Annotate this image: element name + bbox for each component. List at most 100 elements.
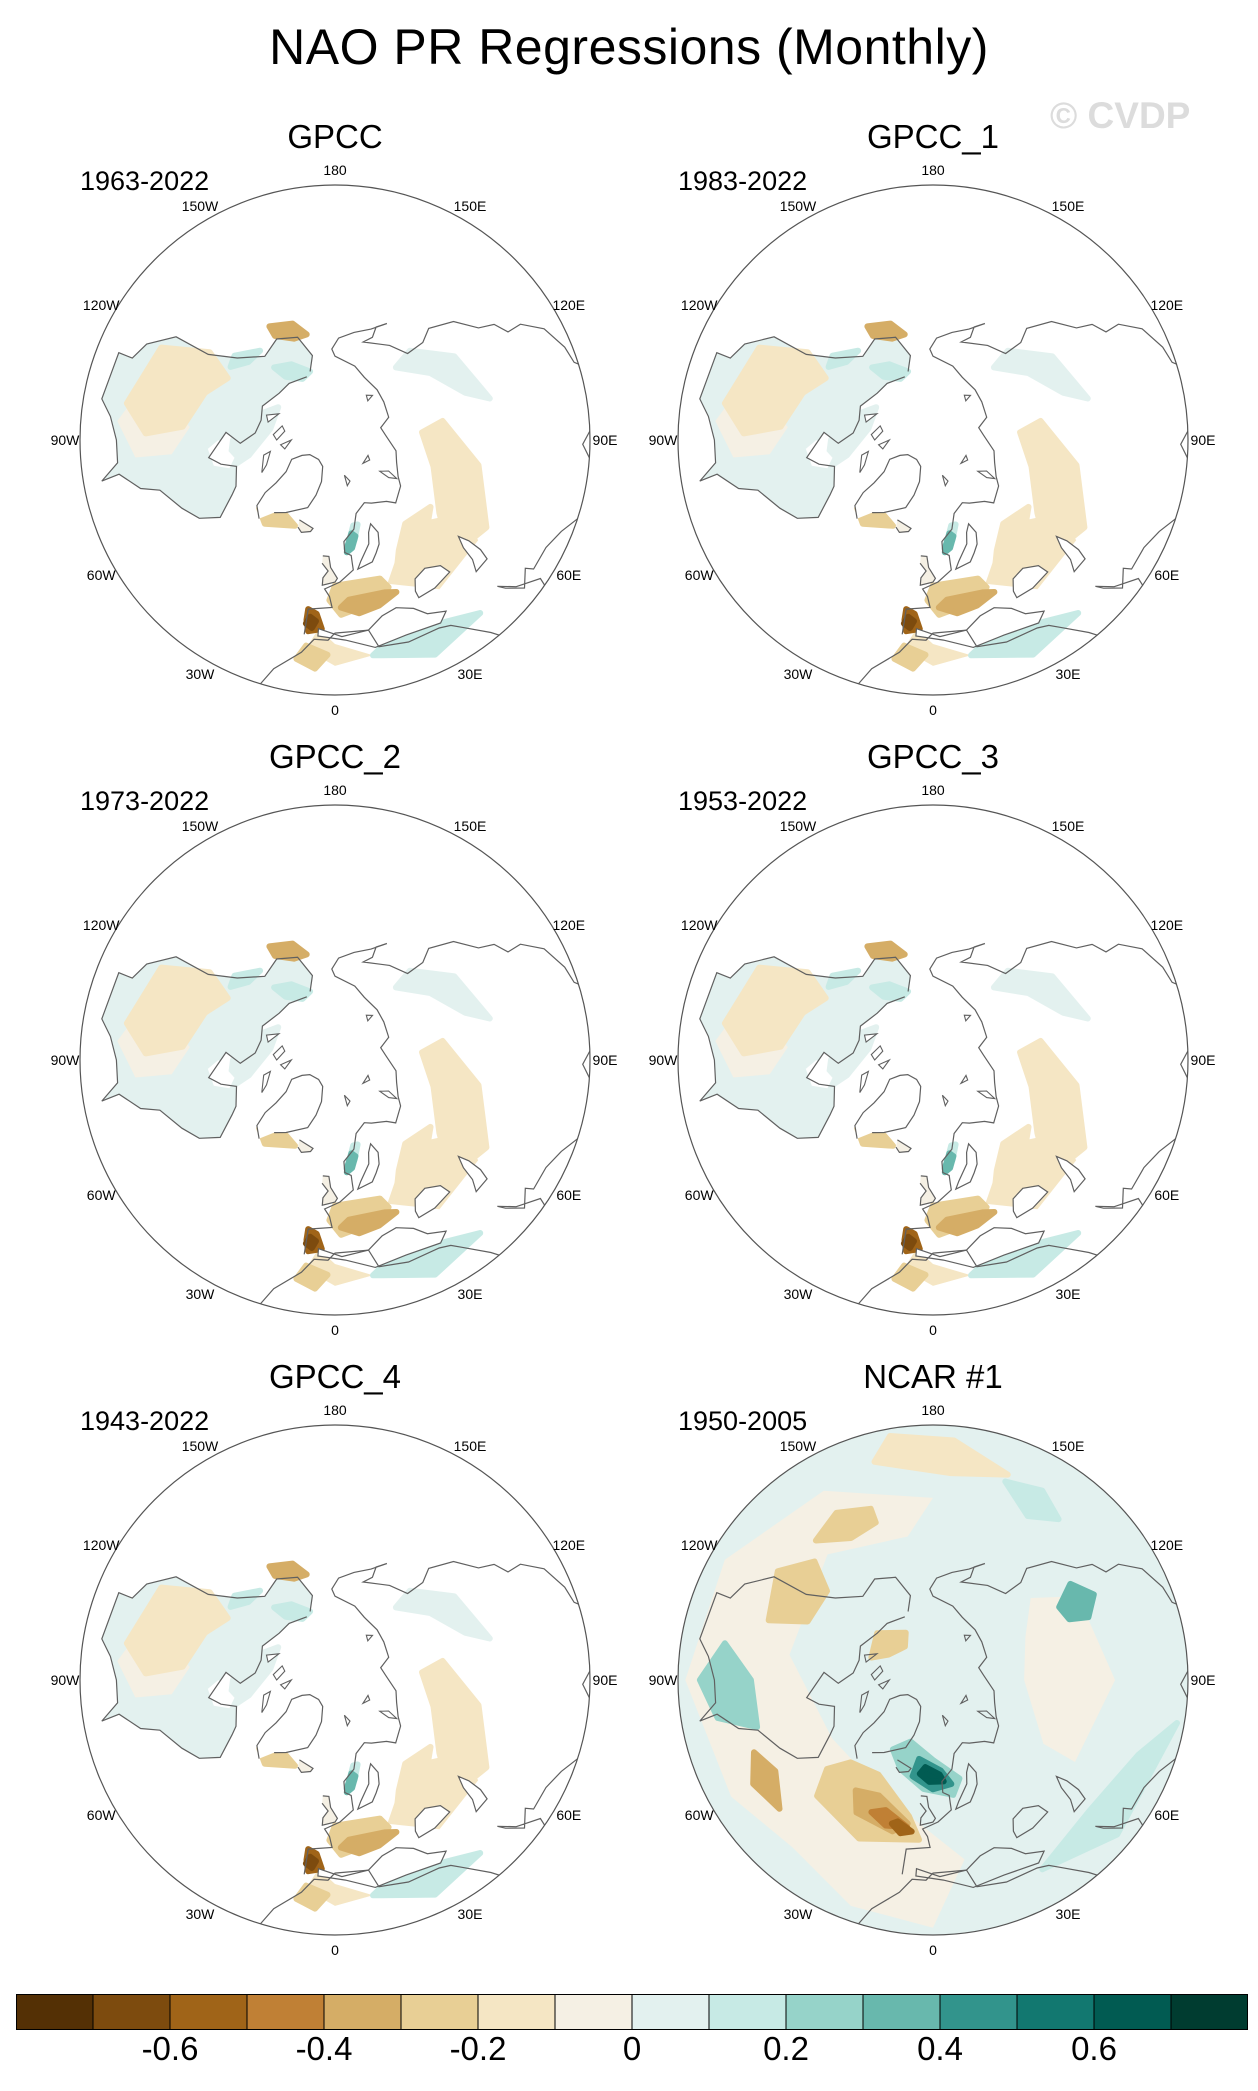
longitude-label: 30W (784, 1286, 814, 1302)
panel-years: 1950-2005 (678, 1406, 808, 1436)
longitude-label: 90E (593, 1052, 618, 1068)
longitude-label: 150W (182, 1438, 219, 1454)
colorbar-tick-label: 0 (622, 2030, 642, 2067)
colorbar-swatch (169, 1994, 248, 2030)
longitude-label: 120W (83, 297, 120, 313)
longitude-label: 90E (593, 1672, 618, 1688)
longitude-label: 90E (1191, 1672, 1216, 1688)
colorbar-tick-label: 0.4 (917, 2030, 963, 2067)
longitude-label: 90W (649, 432, 679, 448)
longitude-label: 120E (552, 917, 585, 933)
figure-title: NAO PR Regressions (Monthly) (269, 19, 989, 75)
colorbar-swatch (554, 1994, 633, 2030)
longitude-label: 90W (649, 1052, 679, 1068)
longitude-label: 180 (921, 782, 945, 798)
colorbar-swatch (92, 1994, 171, 2030)
longitude-label: 120W (681, 917, 718, 933)
map-panel-gpcc: 180 150E 120E 90E 60E 30E 0 30W 60W 90W 120W 150W G… (35, 118, 635, 748)
map-panel-gpcc-3: 180 150E 120E 90E 60E 30E 0 30W 60W 90W 120W 150W G… (633, 738, 1233, 1368)
longitude-label: 180 (323, 162, 347, 178)
panel-title: GPCC (287, 118, 383, 155)
colorbar-tick-label: 0.6 (1071, 2030, 1117, 2067)
panel-years: 1963-2022 (80, 166, 210, 196)
map-panel-gpcc-2: 180 150E 120E 90E 60E 30E 0 30W 60W 90W 120W 150W G… (35, 738, 635, 1368)
longitude-label: 150W (182, 198, 219, 214)
longitude-label: 180 (921, 1402, 945, 1418)
longitude-label: 30W (186, 1906, 216, 1922)
longitude-label: 30E (458, 666, 483, 682)
longitude-label: 150E (1052, 198, 1085, 214)
longitude-label: 120E (552, 1537, 585, 1553)
longitude-label: 90W (51, 432, 81, 448)
longitude-label: 90E (593, 432, 618, 448)
longitude-label: 60W (87, 1807, 117, 1823)
longitude-label: 0 (331, 702, 339, 718)
longitude-label: 150W (780, 1438, 817, 1454)
longitude-label: 90E (1191, 1052, 1216, 1068)
longitude-label: 30E (1056, 1906, 1081, 1922)
longitude-label: 30E (458, 1906, 483, 1922)
longitude-label: 180 (921, 162, 945, 178)
longitude-label: 90W (649, 1672, 679, 1688)
longitude-label: 0 (929, 702, 937, 718)
longitude-label: 30E (1056, 1286, 1081, 1302)
colorbar-swatch (1170, 1994, 1248, 2030)
longitude-label: 0 (331, 1942, 339, 1958)
panel-title: GPCC_2 (268, 738, 402, 775)
colorbar-swatch (400, 1994, 479, 2030)
longitude-label: 120W (83, 917, 120, 933)
longitude-label: 120E (1150, 1537, 1183, 1553)
map-panel-gpcc-4: 180 150E 120E 90E 60E 30E 0 30W 60W 90W 120W 150W G… (35, 1358, 635, 1988)
map-panel-ncar-1: 180 150E 120E 90E 60E 30E 0 30W 60W 90W 120W 150W N… (633, 1358, 1233, 1988)
longitude-label: 180 (323, 1402, 347, 1418)
longitude-label: 150W (780, 198, 817, 214)
panel-years: 1973-2022 (80, 786, 210, 816)
longitude-label: 150E (1052, 818, 1085, 834)
longitude-label: 150E (454, 818, 487, 834)
colorbar-swatch (1016, 1994, 1095, 2030)
panel-title: GPCC_4 (268, 1358, 402, 1395)
colorbar-tick-label: -0.2 (449, 2030, 507, 2067)
longitude-label: 60E (556, 567, 581, 583)
polar-map: 180 150E 120E 90E 60E 30E 0 30W 60W 90W 120W 150W (51, 782, 618, 1338)
colorbar-tick-label: -0.4 (295, 2030, 353, 2067)
longitude-label: 30W (186, 666, 216, 682)
longitude-label: 90W (51, 1672, 81, 1688)
longitude-label: 30E (458, 1286, 483, 1302)
longitude-label: 60E (1154, 1807, 1179, 1823)
longitude-label: 150E (454, 198, 487, 214)
longitude-label: 30W (784, 666, 814, 682)
colorbar-swatch (862, 1994, 941, 2030)
longitude-label: 60W (87, 567, 117, 583)
panel-years: 1983-2022 (678, 166, 808, 196)
longitude-label: 120E (1150, 297, 1183, 313)
longitude-label: 120W (681, 1537, 718, 1553)
longitude-label: 60W (685, 1187, 715, 1203)
longitude-label: 0 (929, 1942, 937, 1958)
colorbar-swatch (939, 1994, 1018, 2030)
longitude-label: 150W (780, 818, 817, 834)
longitude-label: 60W (685, 1807, 715, 1823)
longitude-label: 120E (1150, 917, 1183, 933)
longitude-label: 30W (186, 1286, 216, 1302)
cvdp-watermark: © CVDP (1050, 95, 1191, 136)
longitude-label: 120E (552, 297, 585, 313)
colorbar-tick-label: -0.6 (141, 2030, 199, 2067)
panel-title: NCAR #1 (863, 1358, 1003, 1395)
longitude-label: 0 (929, 1322, 937, 1338)
longitude-label: 60E (1154, 1187, 1179, 1203)
panel-title: GPCC_1 (866, 118, 1000, 155)
panel-title: GPCC_3 (866, 738, 1000, 775)
polar-map: 180 150E 120E 90E 60E 30E 0 30W 60W 90W 120W 150W (51, 1402, 618, 1958)
longitude-label: 150E (1052, 1438, 1085, 1454)
colorbar (16, 1994, 1248, 2030)
panel-years: 1943-2022 (80, 1406, 210, 1436)
panel-years: 1953-2022 (678, 786, 808, 816)
longitude-label: 60E (556, 1187, 581, 1203)
longitude-label: 180 (323, 782, 347, 798)
colorbar-swatch (16, 1994, 94, 2030)
polar-map: 180 150E 120E 90E 60E 30E 0 30W 60W 90W 120W 150W (51, 162, 618, 718)
longitude-label: 150E (454, 1438, 487, 1454)
longitude-label: 120W (83, 1537, 120, 1553)
polar-map: 180 150E 120E 90E 60E 30E 0 30W 60W 90W 120W 150W (649, 782, 1216, 1338)
